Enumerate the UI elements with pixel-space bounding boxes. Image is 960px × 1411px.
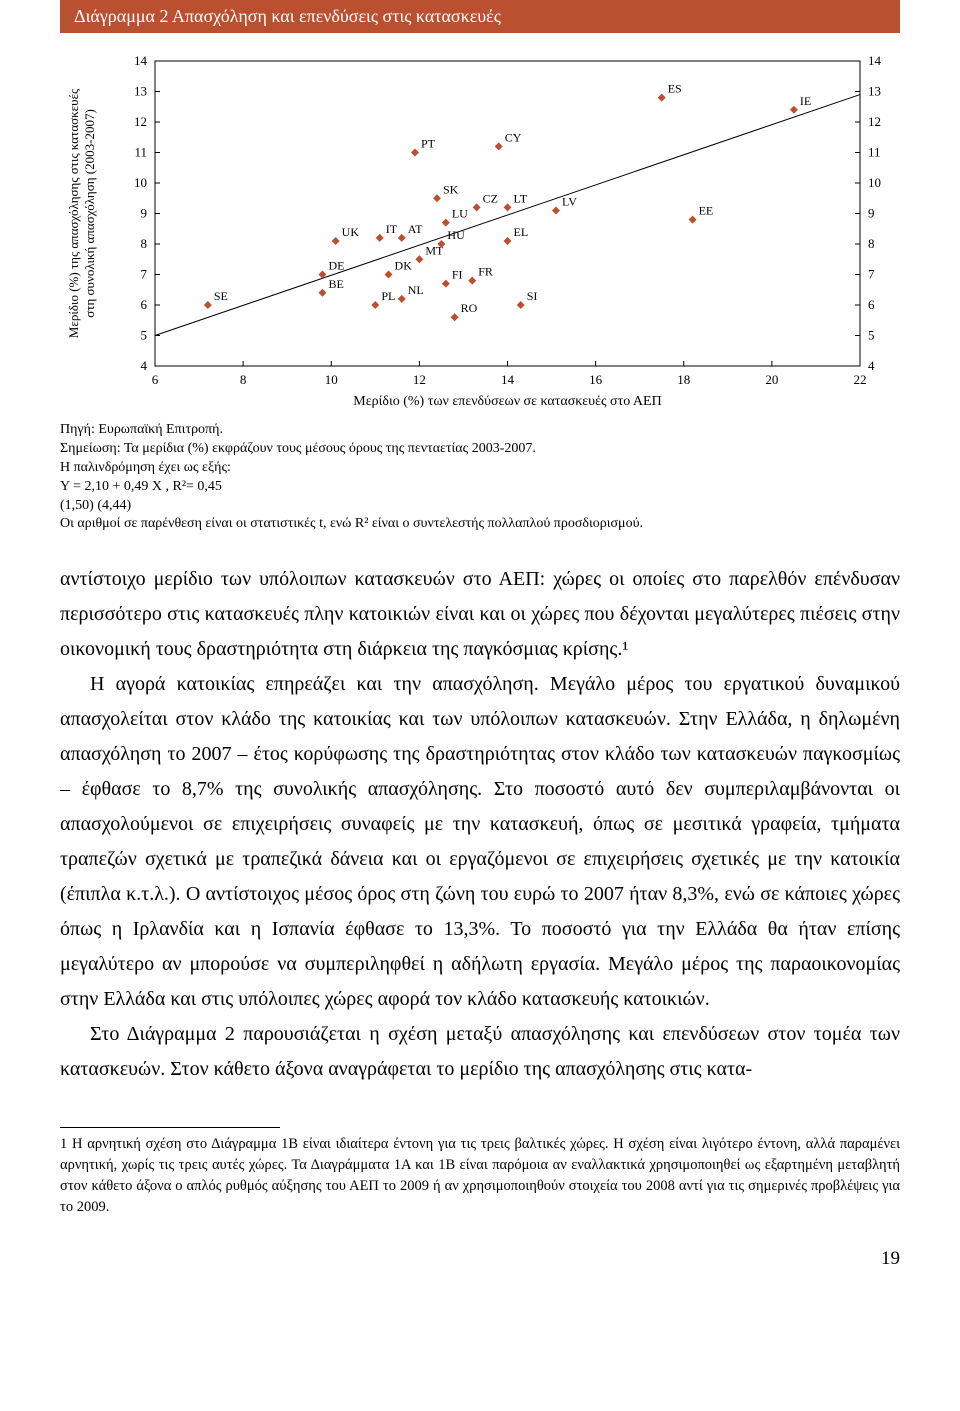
svg-text:20: 20 [765,372,778,387]
page-number: 19 [60,1248,900,1270]
svg-text:12: 12 [413,372,426,387]
svg-text:10: 10 [134,175,147,190]
svg-text:PL: PL [381,289,395,303]
svg-text:13: 13 [134,84,147,99]
svg-text:12: 12 [868,114,881,129]
svg-text:6: 6 [141,297,148,312]
svg-text:SK: SK [443,182,459,196]
source-line: (1,50) (4,44) [60,497,900,516]
svg-text:9: 9 [141,206,148,221]
svg-text:στη συνολική απασχόληση (2003-: στη συνολική απασχόληση (2003-2007) [82,109,97,318]
svg-text:LV: LV [562,194,577,208]
svg-text:8: 8 [868,236,875,251]
paragraph: Η αγορά κατοικίας επηρεάζει και την απασ… [60,667,900,1017]
svg-text:22: 22 [854,372,867,387]
svg-text:RO: RO [461,301,478,315]
svg-text:4: 4 [141,358,148,373]
svg-text:ES: ES [668,82,682,96]
svg-text:DE: DE [328,259,344,273]
svg-text:FR: FR [478,265,493,279]
svg-text:IT: IT [386,222,398,236]
footnote: 1 Η αρνητική σχέση στο Διάγραμμα 1Β είνα… [60,1134,900,1218]
svg-text:HU: HU [447,228,465,242]
svg-text:NL: NL [408,283,424,297]
svg-text:CY: CY [505,130,522,144]
svg-text:18: 18 [677,372,690,387]
svg-text:SI: SI [527,289,538,303]
svg-text:LU: LU [452,207,468,221]
svg-text:8: 8 [141,236,148,251]
svg-text:EL: EL [514,225,529,239]
svg-text:11: 11 [868,145,881,160]
footnote-rule [60,1127,280,1128]
svg-text:16: 16 [589,372,603,387]
paragraph: αντίστοιχο μερίδιο των υπόλοιπων κατασκε… [60,562,900,667]
svg-text:14: 14 [134,53,148,68]
svg-text:UK: UK [342,225,360,239]
svg-text:6: 6 [152,372,159,387]
chart-source: Πηγή: Ευρωπαϊκή Επιτροπή. Σημείωση: Τα μ… [60,421,900,534]
svg-text:FI: FI [452,268,463,282]
svg-text:IE: IE [800,94,811,108]
svg-text:11: 11 [134,145,147,160]
body-text: αντίστοιχο μερίδιο των υπόλοιπων κατασκε… [60,562,900,1087]
svg-text:BE: BE [328,277,343,291]
svg-text:Μερίδιο (%) των επενδύσεων σε: Μερίδιο (%) των επενδύσεων σε κατασκευές… [353,394,661,409]
scatter-chart: 4 4 5 5 6 6 7 7 8 8 9 9 10 10 11 11 12 12 13 13 14 14 6 8 10 12 14… [60,51,900,411]
svg-text:6: 6 [868,297,875,312]
svg-text:EE: EE [699,204,714,218]
svg-text:5: 5 [141,328,148,343]
svg-text:5: 5 [868,328,875,343]
source-line: Οι αριθμοί σε παρένθεση είναι οι στατιστ… [60,515,900,534]
source-line: Σημείωση: Τα μερίδια (%) εκφράζουν τους … [60,440,900,459]
svg-text:7: 7 [868,267,875,282]
source-line: Η παλινδρόμηση έχει ως εξής: [60,459,900,478]
svg-text:CZ: CZ [483,191,498,205]
paragraph: Στο Διάγραμμα 2 παρουσιάζεται η σχέση με… [60,1017,900,1087]
svg-text:7: 7 [141,267,148,282]
svg-text:AT: AT [408,222,423,236]
svg-text:12: 12 [134,114,147,129]
source-line: Πηγή: Ευρωπαϊκή Επιτροπή. [60,421,900,440]
svg-text:SE: SE [214,289,228,303]
svg-text:14: 14 [501,372,515,387]
source-line: Y = 2,10 + 0,49 X , R²= 0,45 [60,478,900,497]
svg-text:4: 4 [868,358,875,373]
svg-text:14: 14 [868,53,882,68]
svg-text:10: 10 [325,372,338,387]
svg-text:DK: DK [395,259,413,273]
svg-text:8: 8 [240,372,247,387]
svg-text:9: 9 [868,206,875,221]
svg-text:PT: PT [421,137,436,151]
svg-text:Μερίδιο (%) της απασχόλησης στ: Μερίδιο (%) της απασχόλησης στις κατασκε… [66,88,81,338]
svg-text:13: 13 [868,84,881,99]
chart-title: Διάγραμμα 2 Απασχόληση και επενδύσεις στ… [60,0,900,33]
svg-text:LT: LT [514,191,528,205]
svg-text:10: 10 [868,175,881,190]
